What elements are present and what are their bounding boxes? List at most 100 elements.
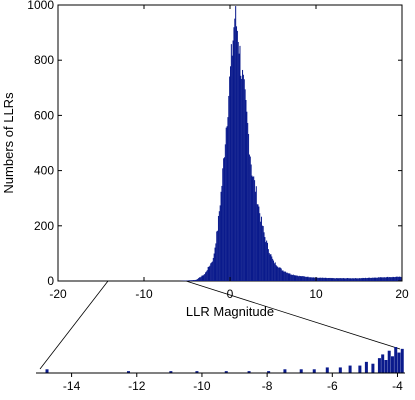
- histogram-bar: [278, 267, 280, 281]
- histogram-bar: [254, 180, 256, 281]
- main-x-ticks: -20 -10 0 10 20: [49, 5, 409, 301]
- histogram-bar: [209, 265, 211, 281]
- histogram-bar: [294, 275, 296, 281]
- histogram-bar: [316, 277, 318, 281]
- histogram-bar: [372, 277, 374, 281]
- histogram-bar: [309, 277, 311, 281]
- histogram-bar: [219, 205, 221, 281]
- inset-histogram-bar: [381, 354, 385, 373]
- histogram-bar: [199, 277, 201, 281]
- histogram-bar: [371, 277, 373, 281]
- histogram-bar: [299, 276, 301, 281]
- histogram-bar: [202, 275, 204, 281]
- histogram-bar: [260, 221, 262, 281]
- histogram-bar: [200, 276, 202, 281]
- zoom-connector-left: [39, 280, 109, 370]
- histogram-bar: [363, 278, 365, 281]
- inset-histogram-bar: [397, 352, 401, 373]
- histogram-bar: [356, 278, 358, 281]
- histogram-bar: [298, 275, 300, 281]
- histogram-bar: [199, 277, 201, 281]
- histogram-bar: [267, 249, 269, 281]
- histogram-bar: [187, 280, 189, 281]
- histogram-bar: [338, 278, 340, 281]
- histogram-bar: [377, 277, 379, 281]
- histogram-bar: [230, 44, 232, 282]
- histogram-bar: [242, 74, 244, 281]
- inset-histogram-bar: [126, 371, 130, 373]
- histogram-bar: [217, 215, 219, 281]
- histogram-bar: [386, 276, 388, 281]
- histogram-bar: [308, 277, 310, 281]
- histogram-bar: [240, 75, 242, 281]
- histogram-bar: [387, 276, 389, 281]
- histogram-bar: [346, 278, 348, 281]
- histogram-bar: [334, 278, 336, 281]
- histogram-bar: [319, 277, 321, 281]
- histogram-bar: [291, 275, 293, 281]
- histogram-bar: [302, 276, 304, 281]
- histogram-bar: [384, 277, 386, 281]
- inset-histogram-bar: [394, 347, 398, 373]
- histogram-bar: [391, 277, 393, 281]
- histogram-bar: [196, 279, 198, 281]
- histogram-bar: [198, 277, 200, 281]
- x-tick-label: 20: [395, 287, 409, 301]
- histogram-bar: [250, 164, 252, 281]
- histogram-bar: [218, 211, 220, 281]
- histogram-bar: [396, 276, 398, 281]
- histogram-bar: [224, 144, 226, 281]
- histogram-bar: [205, 272, 207, 281]
- histogram-bar: [355, 278, 357, 281]
- histogram-bar: [379, 277, 381, 281]
- histogram-bar: [248, 134, 250, 281]
- histogram-bar: [368, 277, 370, 281]
- histogram-bar: [216, 231, 218, 281]
- histogram-bar: [358, 278, 360, 281]
- histogram-bar: [317, 277, 319, 281]
- histogram-bar: [377, 277, 379, 281]
- histogram-bar: [236, 26, 238, 282]
- histogram-bar: [389, 277, 391, 281]
- histogram-bar: [290, 274, 292, 281]
- histogram-bar: [231, 55, 233, 282]
- x-tick-label: 10: [309, 287, 323, 301]
- histogram-bar: [239, 45, 241, 281]
- histogram-bar: [279, 267, 281, 281]
- histogram-bar: [195, 279, 197, 281]
- histogram-bar: [371, 277, 373, 281]
- x-axis-label: LLR Magnitude: [186, 304, 274, 319]
- histogram-bar: [316, 277, 318, 281]
- histogram-bar: [345, 278, 347, 281]
- histogram-bar: [374, 277, 376, 281]
- histogram-bar: [288, 273, 290, 281]
- histogram-bar: [383, 277, 385, 281]
- histogram-bar: [306, 277, 308, 281]
- histogram-bar: [211, 261, 213, 281]
- histogram-bar: [191, 280, 193, 281]
- inset-histogram-bar: [387, 350, 391, 373]
- histogram-bar: [232, 40, 234, 281]
- histogram-bar: [215, 243, 217, 281]
- x-tick-label: -20: [49, 287, 67, 301]
- histogram-bar: [343, 278, 345, 281]
- inset-x-tick-label: -10: [193, 379, 211, 393]
- histogram-bar: [197, 278, 199, 281]
- histogram-bar: [280, 268, 282, 281]
- zoom-connector-right: [185, 280, 401, 350]
- histogram-bar: [382, 277, 384, 281]
- histogram-bar: [266, 240, 268, 281]
- y-tick-label: 1000: [27, 0, 54, 12]
- histogram-bar: [297, 276, 299, 281]
- histogram-bar: [271, 256, 273, 281]
- histogram-bar: [370, 277, 372, 281]
- histogram-bar: [351, 278, 353, 281]
- histogram-bar: [201, 275, 203, 281]
- histogram-bar: [206, 270, 208, 281]
- histogram-bar: [342, 278, 344, 281]
- inset-histogram-bar: [390, 356, 394, 373]
- histogram-bar: [274, 262, 276, 281]
- histogram-bar: [397, 277, 399, 281]
- histogram-bar: [390, 277, 392, 281]
- histogram-bar: [284, 271, 286, 281]
